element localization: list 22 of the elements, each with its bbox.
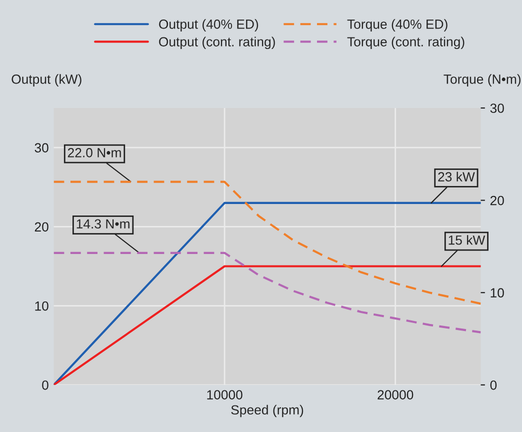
annotation: 23 kW: [438, 172, 475, 182]
y2-axis-title: Torque (N•m): [444, 74, 521, 86]
line-series: [54, 252, 481, 334]
annotation: 22.0 N•m: [68, 148, 121, 158]
legend-label: Torque (40% ED): [347, 19, 448, 32]
y-tick-label: 10: [35, 301, 48, 311]
legend-label: Output (cont. rating): [159, 36, 275, 50]
y2-tick-label: 30: [490, 104, 504, 113]
legend-label: Torque (cont. rating): [347, 36, 464, 50]
annotation: 15 kW: [448, 235, 486, 245]
x-axis-title: Speed (rpm): [231, 404, 304, 418]
x-tick-label: 10000: [207, 390, 242, 400]
y-tick-label: 30: [34, 143, 48, 152]
y2-tick-label: 10: [490, 288, 504, 298]
y-axis-title: Output (kW): [12, 74, 82, 86]
y2-tick-label: 0: [490, 380, 497, 390]
y-tick-label: 0: [42, 380, 48, 390]
legend-label: Output (40% ED): [159, 19, 258, 32]
x-tick-label: 20000: [378, 390, 414, 400]
y-tick-label: 20: [34, 222, 48, 232]
annotation: 14.3 N•m: [76, 219, 130, 229]
y2-tick-label: 20: [490, 196, 504, 206]
